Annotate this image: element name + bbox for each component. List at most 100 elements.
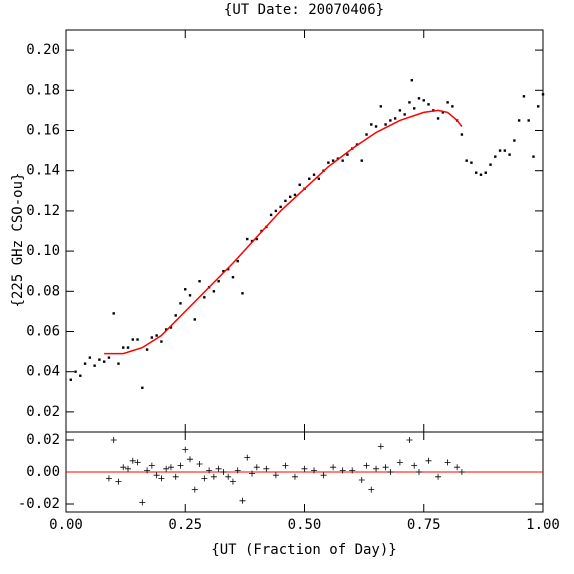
data-point: [541, 93, 545, 96]
residual-point: [330, 464, 337, 471]
data-point: [503, 149, 507, 152]
residual-point: [377, 443, 384, 450]
data-point: [384, 123, 387, 126]
data-point: [527, 119, 530, 122]
residual-point: [139, 499, 146, 506]
y-tick-label: 0.06: [26, 324, 60, 340]
y-tick-label: 0.00: [26, 464, 60, 480]
data-point: [136, 338, 139, 341]
data-point: [98, 358, 101, 361]
residual-point: [129, 457, 136, 464]
data-point: [317, 177, 321, 180]
y-tick-label: 0.18: [26, 82, 60, 98]
data-point: [494, 155, 497, 158]
residual-point: [229, 478, 236, 485]
data-point: [532, 155, 535, 158]
data-point: [374, 125, 378, 128]
data-point: [193, 318, 196, 321]
residual-point: [220, 469, 227, 475]
residual-point: [368, 486, 375, 493]
residual-point: [320, 472, 327, 479]
fit-line: [104, 109, 463, 355]
residual-point: [396, 459, 403, 466]
data-point: [241, 292, 244, 295]
residual-point: [291, 473, 298, 480]
y-axis-label: {225 GHz CSO-ou}: [10, 173, 26, 308]
data-point: [475, 171, 478, 174]
residual-point: [406, 437, 413, 443]
residual-point: [177, 462, 184, 469]
y-tick-label: -0.02: [18, 496, 60, 512]
data-point: [141, 386, 144, 389]
y-tick-label: 0.20: [26, 42, 60, 58]
x-tick-label: 0.25: [168, 517, 202, 533]
residual-point: [196, 461, 203, 467]
residual-point: [382, 464, 389, 471]
residual-point: [415, 469, 422, 475]
y-tick-label: 0.14: [26, 163, 60, 179]
data-point: [246, 237, 249, 241]
residual-point: [182, 446, 189, 453]
data-point: [164, 328, 168, 331]
data-point: [222, 270, 225, 273]
residual-point: [115, 478, 122, 485]
data-point: [308, 177, 311, 180]
x-tick-label: 0.00: [49, 517, 83, 533]
data-point: [446, 101, 449, 104]
residual-point: [444, 459, 451, 466]
data-point: [160, 340, 163, 343]
data-point: [102, 360, 106, 363]
data-point: [341, 159, 344, 162]
data-point: [217, 280, 220, 283]
y-tick-label: 0.16: [26, 123, 60, 139]
chart-title: {UT Date: 20070406}: [224, 2, 384, 18]
x-tick-label: 1.00: [526, 517, 560, 533]
x-axis-label: {UT (Fraction of Day)}: [211, 542, 396, 558]
residual-point: [349, 467, 356, 474]
data-point: [484, 171, 487, 174]
data-point: [451, 105, 454, 108]
residual-point: [458, 469, 465, 475]
residual-point: [373, 465, 380, 472]
residual-point: [411, 462, 418, 469]
data-point: [465, 159, 468, 162]
y-tick-label: 0.02: [26, 432, 60, 448]
data-point: [365, 133, 368, 136]
residual-point: [425, 457, 432, 464]
data-point: [403, 113, 406, 116]
data-point: [422, 99, 425, 102]
data-point: [79, 374, 82, 377]
residual-point: [134, 459, 141, 466]
residual-point: [234, 467, 241, 474]
data-point: [288, 195, 292, 199]
data-point: [346, 153, 349, 156]
residual-point: [206, 467, 213, 474]
residual-point: [201, 475, 208, 482]
data-point: [250, 239, 254, 243]
residual-point: [110, 437, 117, 443]
residual-point: [311, 467, 318, 474]
data-point: [93, 364, 96, 367]
data-point: [408, 101, 411, 104]
data-point: [489, 163, 492, 166]
data-point: [413, 107, 416, 110]
data-point: [410, 79, 414, 82]
data-point: [479, 173, 483, 176]
data-point: [255, 237, 258, 241]
plot-frame: [65, 29, 544, 433]
data-point: [269, 213, 273, 217]
data-point: [427, 103, 430, 106]
data-point: [150, 336, 154, 339]
residual-point: [144, 467, 151, 474]
data-point: [436, 117, 440, 120]
residual-point: [105, 475, 112, 482]
data-point: [379, 105, 383, 108]
residual-point: [125, 465, 132, 472]
data-point: [117, 362, 120, 365]
data-point: [212, 290, 216, 293]
y-tick-label: 0.10: [26, 243, 60, 259]
residual-point: [163, 465, 170, 472]
residual-point: [263, 465, 270, 472]
data-point: [389, 119, 392, 122]
